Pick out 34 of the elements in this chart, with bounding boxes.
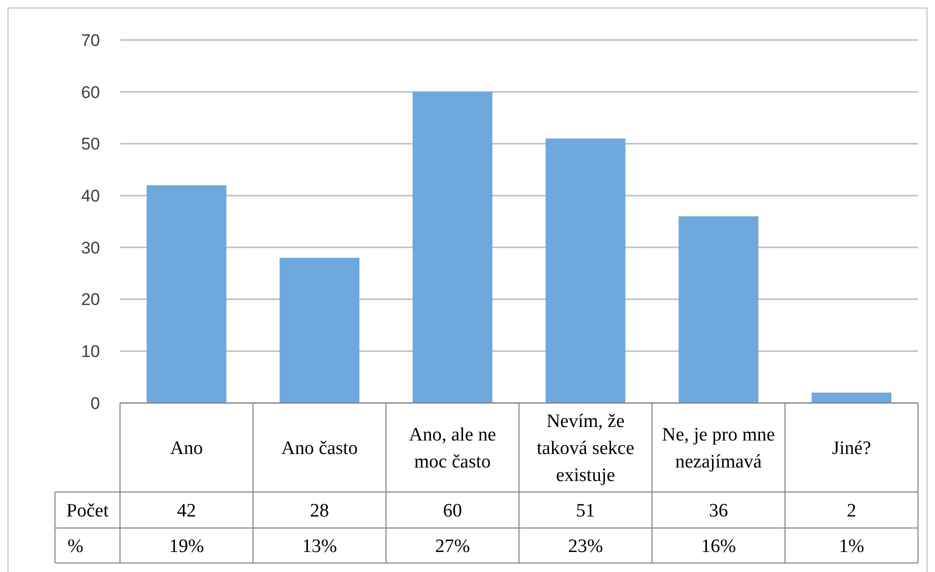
data-label: 36 bbox=[709, 500, 728, 522]
text: 13% bbox=[302, 536, 338, 558]
y-tick-label: 60 bbox=[81, 82, 100, 102]
data-label: 42 bbox=[177, 500, 196, 522]
text: 16% bbox=[701, 536, 736, 558]
bar bbox=[678, 216, 758, 403]
data-label: 60 bbox=[443, 500, 462, 522]
y-tick-label: 50 bbox=[81, 134, 100, 154]
y-tick-label: 40 bbox=[81, 186, 100, 206]
x-tick-label: Ano, ale ne moc často bbox=[408, 424, 496, 473]
data-label: 28 bbox=[310, 500, 329, 522]
data-label: 2 bbox=[846, 500, 856, 522]
text: 27% bbox=[435, 536, 470, 558]
x-tick-label: Ano bbox=[170, 438, 203, 460]
x-tick-label: Jiné? bbox=[832, 438, 872, 460]
x-tick-label: Ano často bbox=[281, 438, 358, 460]
y-tick-label: 10 bbox=[81, 342, 100, 362]
x-tick-label: Ne, je pro mne nezajímavá bbox=[662, 424, 775, 473]
bar bbox=[146, 185, 226, 403]
text: Počet bbox=[66, 500, 110, 522]
bar bbox=[412, 92, 492, 403]
text: % bbox=[68, 536, 84, 558]
text: 23% bbox=[568, 536, 604, 558]
y-tick-label: 0 bbox=[90, 394, 100, 413]
y-tick-label: 70 bbox=[81, 30, 100, 50]
y-tick-label: 20 bbox=[81, 290, 100, 310]
x-tick-label: Nevím, že taková sekce existuje bbox=[536, 411, 634, 486]
text: 19% bbox=[169, 536, 204, 558]
data-label: 51 bbox=[576, 500, 595, 522]
bar bbox=[812, 392, 892, 403]
text: 1% bbox=[838, 536, 864, 558]
bar bbox=[280, 258, 360, 403]
y-tick-label: 30 bbox=[81, 238, 100, 258]
bar bbox=[546, 138, 626, 403]
